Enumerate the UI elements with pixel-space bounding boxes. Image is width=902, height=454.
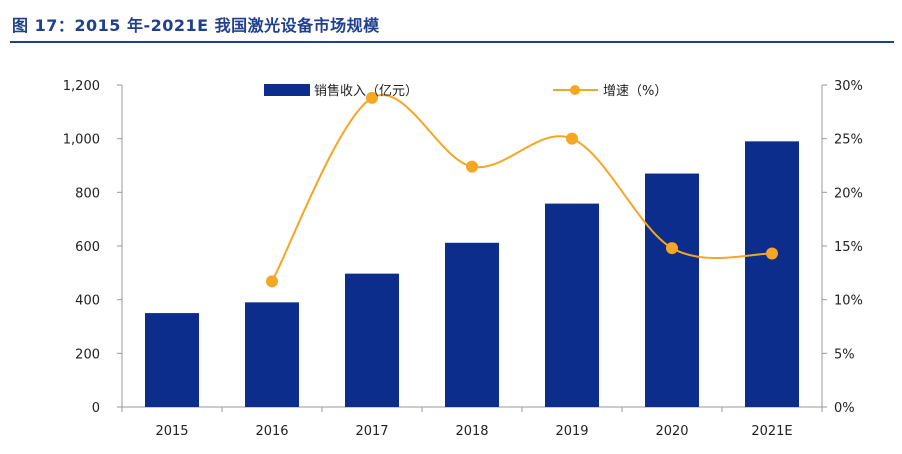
x-tick-label: 2018 xyxy=(455,424,488,439)
right-tick-label: 25% xyxy=(834,133,863,148)
left-tick-label: 0 xyxy=(92,401,100,416)
bar xyxy=(645,173,699,407)
x-tick-label: 2016 xyxy=(255,424,288,439)
chart-title: 图 17：2015 年-2021E 我国激光设备市场规模 xyxy=(12,16,380,35)
right-tick-label: 30% xyxy=(834,79,863,94)
growth-point xyxy=(366,91,378,104)
left-tick-label: 1,200 xyxy=(63,79,100,94)
left-tick-label: 400 xyxy=(75,294,100,309)
right-tick-label: 5% xyxy=(834,347,855,362)
bar xyxy=(545,203,599,407)
left-tick-label: 1,000 xyxy=(63,133,100,148)
growth-point xyxy=(566,132,578,145)
legend-bar-label: 销售收入（亿元） xyxy=(314,83,418,99)
x-tick-label: 2019 xyxy=(555,424,588,439)
growth-point xyxy=(466,160,478,173)
bar xyxy=(245,302,299,407)
right-tick-label: 0% xyxy=(834,401,855,416)
left-tick-label: 800 xyxy=(75,186,100,201)
growth-point xyxy=(666,242,678,255)
x-tick-label: 2015 xyxy=(155,424,188,439)
x-tick-label: 2017 xyxy=(355,424,388,439)
right-tick-label: 20% xyxy=(834,186,863,201)
bar xyxy=(345,273,399,407)
x-tick-label: 2021E xyxy=(751,424,792,439)
bar xyxy=(445,242,499,407)
left-tick-label: 200 xyxy=(75,347,100,362)
growth-point xyxy=(266,275,278,288)
legend-bar-swatch xyxy=(264,84,310,96)
bar xyxy=(745,141,799,407)
right-tick-label: 15% xyxy=(834,240,863,255)
legend-line-marker xyxy=(570,85,580,95)
right-tick-label: 10% xyxy=(834,294,863,309)
left-tick-label: 600 xyxy=(75,240,100,255)
x-tick-label: 2020 xyxy=(655,424,688,439)
growth-point xyxy=(766,247,778,260)
title-divider xyxy=(10,41,894,43)
legend-line-label: 增速（%） xyxy=(603,84,667,99)
bar xyxy=(145,313,199,407)
